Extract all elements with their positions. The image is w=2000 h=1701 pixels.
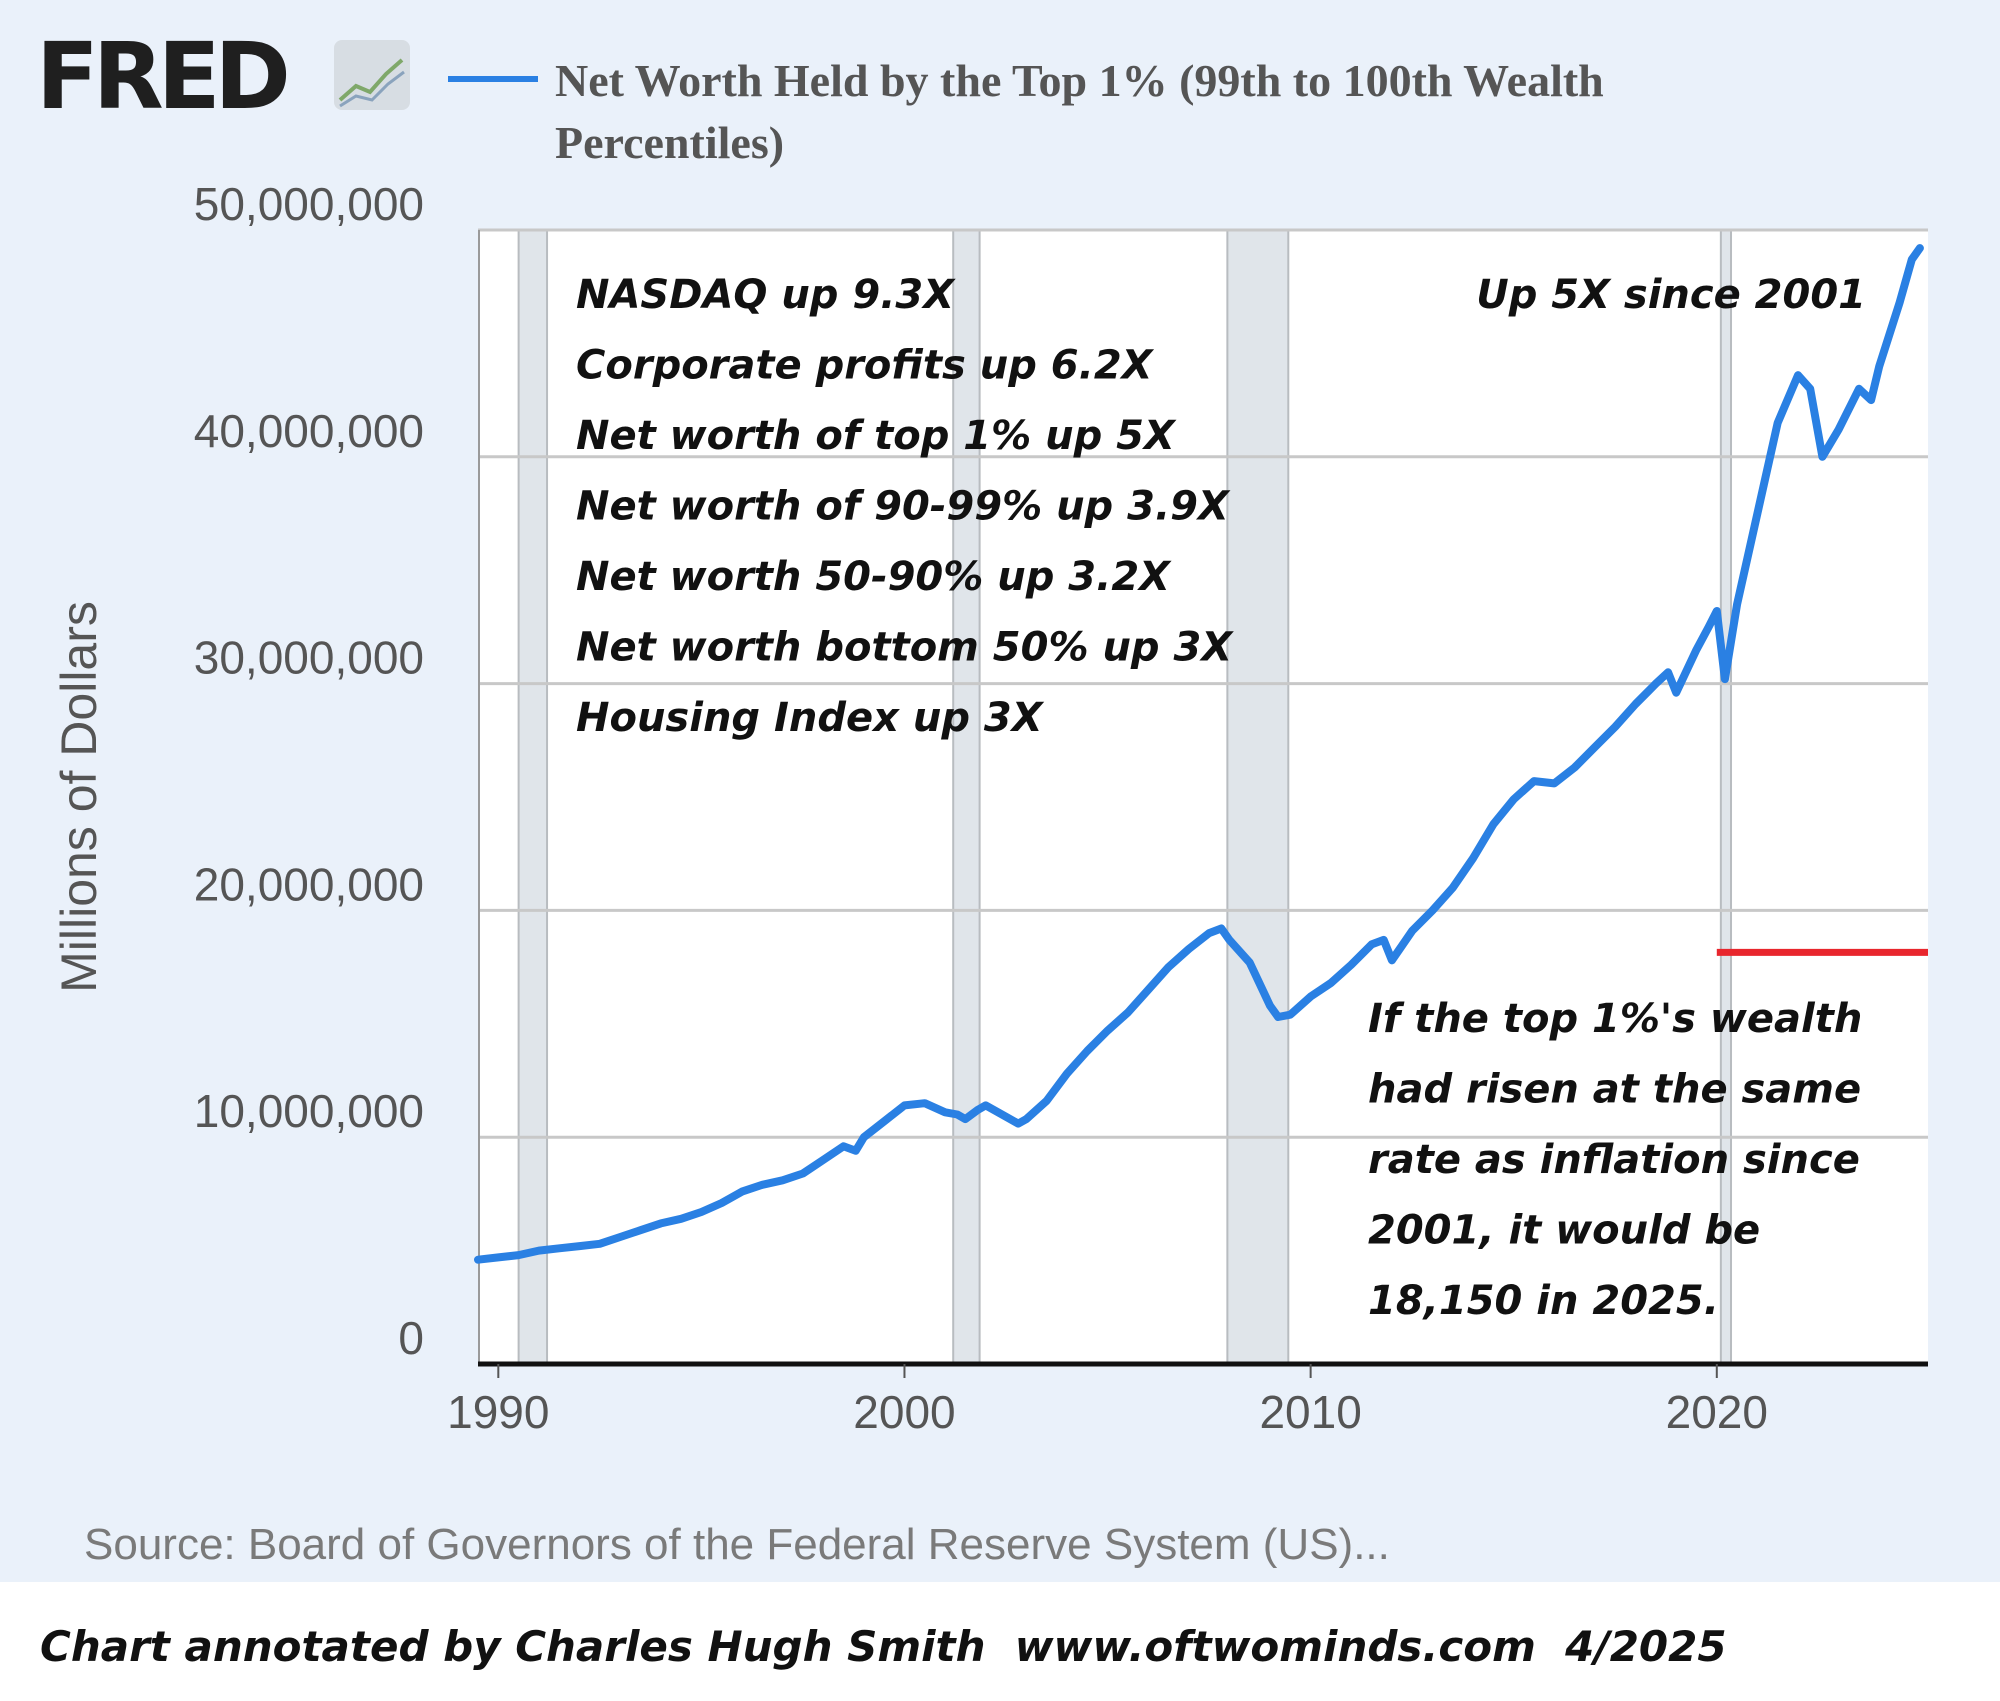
annotation-line: rate as inflation since bbox=[1368, 1137, 1860, 1183]
recession-bands bbox=[517, 229, 1733, 1365]
annotation-line: Net worth of top 1% up 5X bbox=[576, 413, 1177, 459]
annotation-line: 18,150 in 2025. bbox=[1368, 1278, 1719, 1324]
line-chart: 0 10,000,000 20,000,000 30,000,000 40,000,00… bbox=[51, 178, 1928, 1438]
source-note[interactable]: Source: Board of Governors of the Federa… bbox=[84, 1520, 1390, 1569]
y-tick-label: 30,000,000 bbox=[194, 632, 424, 684]
y-axis-ticks: 0 10,000,000 20,000,000 30,000,000 40,000,00… bbox=[194, 178, 424, 1364]
annotation-line: 2001, it would be bbox=[1368, 1208, 1760, 1254]
series-line-top1pct bbox=[474, 244, 1924, 1264]
x-axis-ticks: 1990 2000 2010 2020 bbox=[447, 1364, 1768, 1438]
recession-band bbox=[1719, 229, 1733, 1365]
y-tick-label: 0 bbox=[398, 1312, 424, 1364]
legend-series-label: Net Worth Held by the Top 1% (99th to 10… bbox=[555, 55, 1604, 168]
annotation-line: If the top 1%'s wealth bbox=[1368, 996, 1862, 1042]
y-tick-label: 20,000,000 bbox=[194, 858, 424, 910]
annotation-line: Housing Index up 3X bbox=[576, 695, 1045, 741]
fred-logo[interactable]: FRED bbox=[36, 30, 416, 120]
annotation-credit: Chart annotated by Charles Hugh Smith ww… bbox=[40, 1622, 1727, 1671]
y-tick-label: 10,000,000 bbox=[194, 1085, 424, 1137]
x-tick-label: 1990 bbox=[447, 1386, 549, 1438]
x-tick-label: 2020 bbox=[1666, 1386, 1768, 1438]
annotation-line: Net worth 50-90% up 3.2X bbox=[576, 554, 1172, 600]
x-tick-label: 2010 bbox=[1259, 1386, 1361, 1438]
annotation-left-block: NASDAQ up 9.3X Corporate profits up 6.2X N… bbox=[576, 272, 1234, 741]
annotation-line: Net worth of 90-99% up 3.9X bbox=[576, 484, 1231, 530]
annotation-line: had risen at the same bbox=[1368, 1067, 1861, 1113]
x-tick-label: 2000 bbox=[853, 1386, 955, 1438]
annotation-top-right: Up 5X since 2001 bbox=[1476, 272, 1866, 318]
annotation-line: NASDAQ up 9.3X bbox=[576, 272, 956, 318]
chart-line-icon bbox=[334, 40, 410, 110]
annotation-bottom-right: If the top 1%'s wealth had risen at the s… bbox=[1368, 996, 1862, 1324]
annotation-line: Net worth bottom 50% up 3X bbox=[576, 625, 1234, 671]
recession-band bbox=[1226, 229, 1290, 1365]
y-tick-label: 40,000,000 bbox=[194, 405, 424, 457]
plot-area bbox=[478, 230, 1928, 1365]
recession-band bbox=[517, 229, 549, 1365]
y-axis-label: Millions of Dollars bbox=[51, 601, 107, 993]
fred-logo-text: FRED bbox=[36, 30, 287, 120]
recession-band bbox=[952, 229, 981, 1365]
annotation-line: Corporate profits up 6.2X bbox=[576, 343, 1155, 389]
gridlines bbox=[478, 228, 1928, 1139]
legend-series-swatch bbox=[448, 76, 538, 82]
y-tick-label: 50,000,000 bbox=[194, 178, 424, 230]
